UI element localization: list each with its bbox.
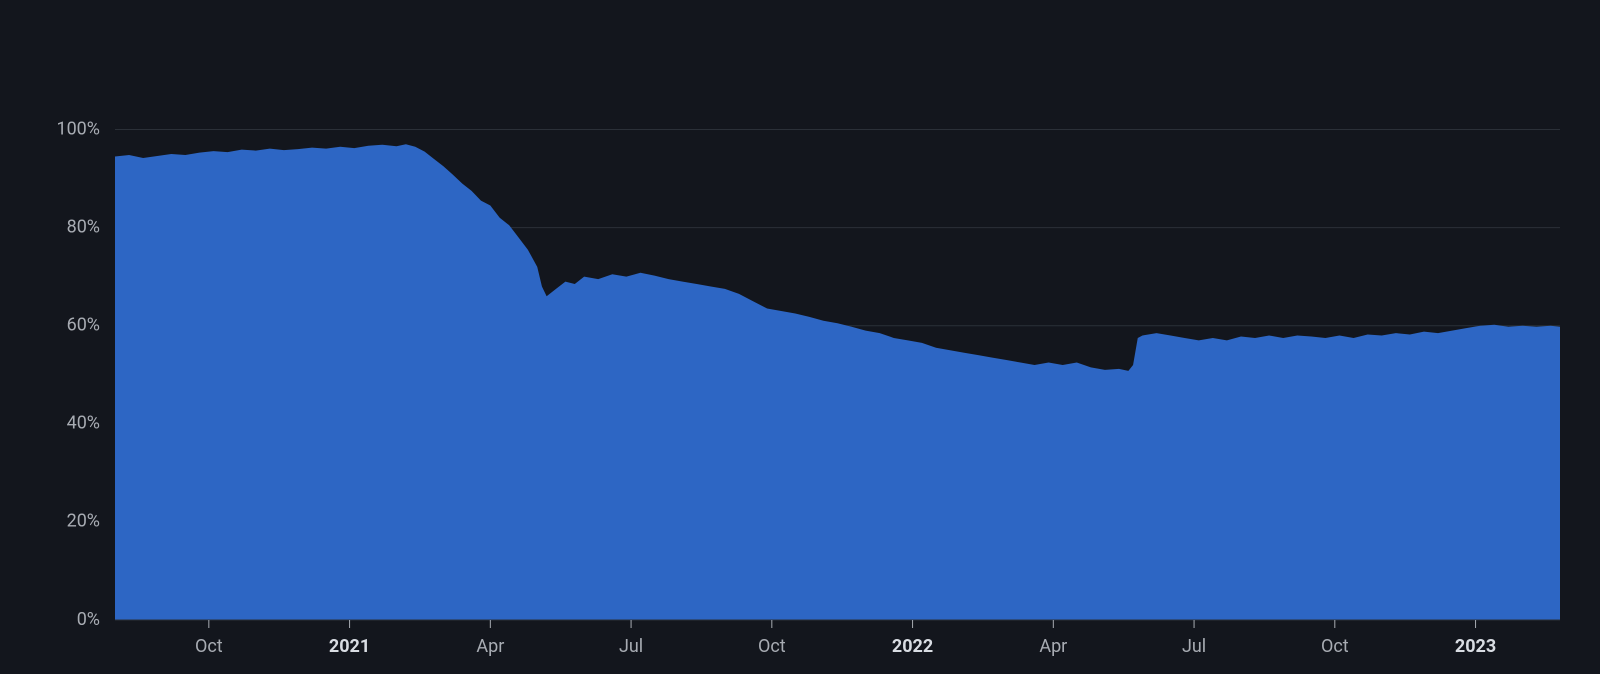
chart-svg: 0% 20% 40% 60% 80% 100% Oct 2021 Apr Jul Oct 2022 Ap… — [0, 0, 1600, 674]
y-tick-label: 60% — [67, 314, 100, 335]
y-tick-label: 80% — [67, 216, 100, 237]
y-tick-label: 40% — [67, 413, 100, 434]
y-tick-label: 20% — [67, 511, 100, 532]
x-tick-label: Jul — [1182, 636, 1206, 657]
x-tick-label: Oct — [195, 636, 223, 657]
area-chart: 0% 20% 40% 60% 80% 100% Oct 2021 Apr Jul Oct 2022 Ap… — [0, 0, 1600, 674]
x-tick-label: 2023 — [1455, 636, 1496, 657]
x-tick-label: 2022 — [892, 636, 933, 657]
y-tick-label: 100% — [56, 118, 100, 139]
x-tick-label: Jul — [619, 636, 643, 657]
x-tick-label: Apr — [476, 636, 504, 657]
x-tick-label: Oct — [1321, 636, 1349, 657]
x-tick-label: Apr — [1039, 636, 1067, 657]
x-tick-label: Oct — [758, 636, 786, 657]
x-tick-label: 2021 — [329, 636, 370, 657]
y-tick-label: 0% — [77, 609, 100, 630]
